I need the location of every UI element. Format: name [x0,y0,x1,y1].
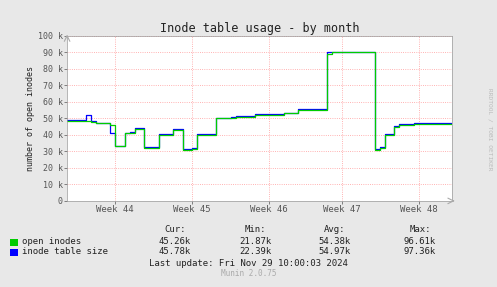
Text: 97.36k: 97.36k [404,247,436,257]
Title: Inode table usage - by month: Inode table usage - by month [160,22,359,35]
Text: inode table size: inode table size [22,247,108,257]
Text: Avg:: Avg: [324,226,346,234]
Text: 45.26k: 45.26k [159,238,191,247]
Text: Last update: Fri Nov 29 10:00:03 2024: Last update: Fri Nov 29 10:00:03 2024 [149,259,348,267]
Text: Min:: Min: [244,226,266,234]
Text: 21.87k: 21.87k [239,238,271,247]
Text: 54.97k: 54.97k [319,247,351,257]
Text: 22.39k: 22.39k [239,247,271,257]
Text: Max:: Max: [409,226,431,234]
Text: 96.61k: 96.61k [404,238,436,247]
Text: 54.38k: 54.38k [319,238,351,247]
Text: open inodes: open inodes [22,238,81,247]
Text: Munin 2.0.75: Munin 2.0.75 [221,269,276,278]
Text: 45.78k: 45.78k [159,247,191,257]
Text: RRDTOOL / TOBI OETIKER: RRDTOOL / TOBI OETIKER [487,88,492,170]
Text: Cur:: Cur: [164,226,186,234]
Y-axis label: number of open inodes: number of open inodes [26,66,35,171]
